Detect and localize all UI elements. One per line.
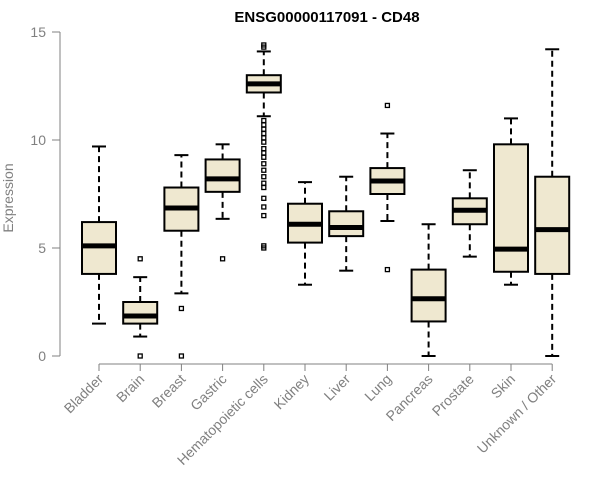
x-tick-label: Bladder <box>61 371 107 417</box>
outlier-point <box>261 184 267 191</box>
box-group <box>369 102 406 273</box>
outlier-point <box>261 204 267 210</box>
box-group <box>204 143 241 262</box>
outlier-point <box>261 117 267 124</box>
outlier-point <box>261 212 267 219</box>
outlier-point <box>261 122 267 128</box>
outlier-point <box>384 266 391 273</box>
box-group <box>287 181 323 286</box>
box-group <box>328 175 365 272</box>
box-series <box>81 42 571 359</box>
outlier-point <box>261 243 267 249</box>
outlier-point <box>261 180 267 186</box>
outlier-point <box>261 130 267 137</box>
box-iqr <box>410 268 447 323</box>
y-tick-label: 5 <box>38 240 46 256</box>
outlier-point <box>384 102 391 109</box>
outlier-point <box>261 150 267 156</box>
box-group <box>451 169 488 258</box>
outlier-point <box>178 353 185 359</box>
x-tick-label: Brain <box>113 371 147 405</box>
x-tick-label: Liver <box>321 371 354 404</box>
x-tick-label: Breast <box>149 371 189 411</box>
outlier-point <box>261 126 267 132</box>
x-tick-label: Lung <box>361 371 394 404</box>
outlier-point <box>261 145 267 152</box>
outlier-point <box>137 353 143 359</box>
box-group <box>81 145 117 325</box>
box-iqr <box>122 301 159 325</box>
y-tick-label: 0 <box>38 348 46 364</box>
outlier-point <box>261 174 267 180</box>
outlier-point <box>261 154 267 160</box>
y-axis: 0 5 10 15 <box>30 24 61 364</box>
chart-title: ENSG00000117091 - CD48 <box>234 9 419 26</box>
outlier-point <box>178 305 185 312</box>
x-tick-label: Skin <box>488 371 519 402</box>
box-group <box>534 48 571 357</box>
box-iqr <box>493 143 529 273</box>
outlier-point <box>261 167 267 173</box>
box-group <box>245 42 282 251</box>
box-group <box>163 154 200 359</box>
outlier-point <box>261 139 267 145</box>
box-iqr <box>328 210 365 238</box>
box-group <box>410 223 447 357</box>
y-tick-label: 10 <box>30 132 46 148</box>
outlier-point <box>261 195 267 201</box>
x-tick-label: Prostate <box>429 371 477 419</box>
box-iqr <box>204 158 241 193</box>
y-tick-label: 15 <box>30 24 46 40</box>
outlier-point <box>261 42 267 48</box>
outlier-point <box>219 256 226 262</box>
y-axis-label: Expression <box>0 163 16 232</box>
outlier-point <box>261 135 267 141</box>
x-tick-label: Kidney <box>271 371 313 413</box>
outlier-point <box>137 256 143 262</box>
box-iqr <box>534 175 571 275</box>
box-group <box>493 117 529 286</box>
box-group <box>122 256 159 359</box>
outlier-point <box>261 161 267 167</box>
